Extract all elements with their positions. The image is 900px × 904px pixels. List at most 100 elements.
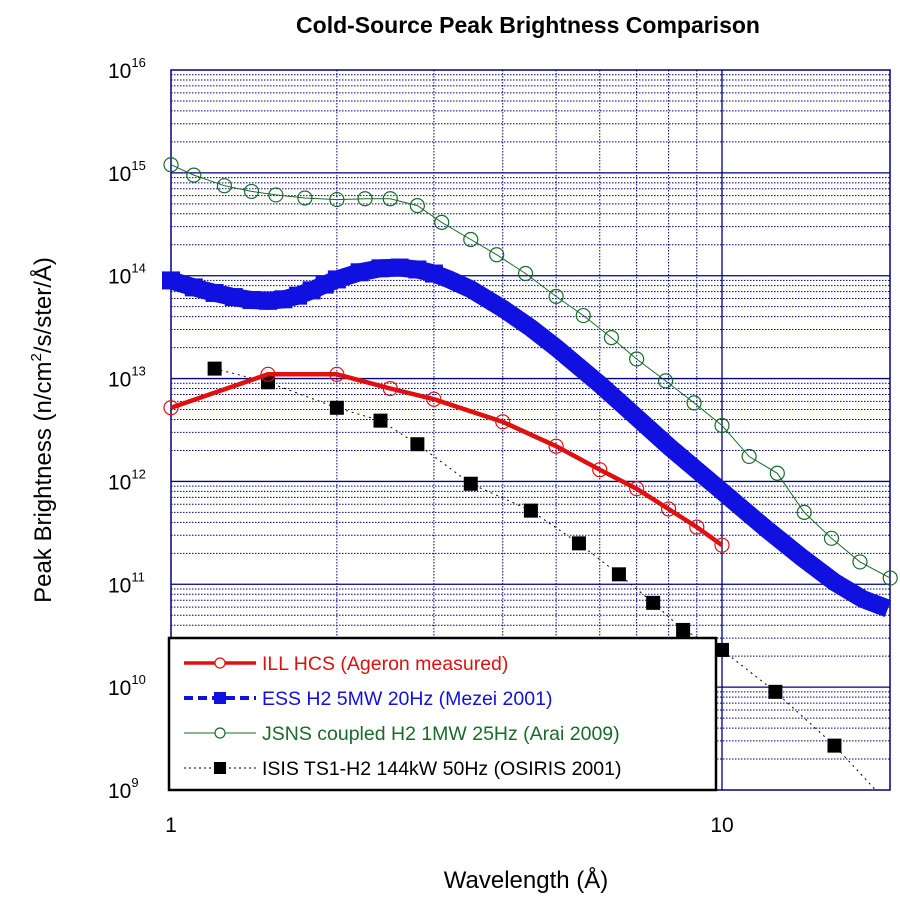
data-point <box>768 684 783 699</box>
data-point <box>205 283 224 302</box>
data-point <box>517 265 534 282</box>
data-point <box>409 198 425 214</box>
data-point <box>523 503 538 518</box>
y-tick-label: 1012 <box>108 466 146 494</box>
data-point <box>242 291 261 310</box>
data-point <box>329 400 344 415</box>
y-tick-exponent: 9 <box>131 775 138 790</box>
data-point <box>592 462 608 478</box>
series-line <box>168 258 892 618</box>
data-point <box>548 438 564 454</box>
series-1 <box>162 258 892 618</box>
data-point <box>329 191 345 208</box>
data-point <box>686 395 702 411</box>
y-axis-label-superscript: 2 <box>28 353 45 361</box>
y-tick-label: 1013 <box>108 364 146 392</box>
data-point <box>463 231 479 248</box>
series-0 <box>163 366 730 553</box>
data-point <box>410 437 425 452</box>
y-axis-label: Peak Brightness (n/cm2/s/ster/Å) <box>28 257 57 603</box>
series-2 <box>163 157 898 586</box>
y-tick-base: 10 <box>108 163 131 186</box>
y-tick-base: 10 <box>108 677 131 700</box>
data-point <box>489 247 505 263</box>
y-tick-label: 1015 <box>108 158 146 186</box>
y-tick-base: 10 <box>108 574 131 597</box>
data-point <box>646 595 661 610</box>
legend-box <box>167 636 718 792</box>
data-point <box>603 330 620 346</box>
legend-label: ESS H2 5MW 20Hz (Mezei 2001) <box>262 688 552 710</box>
y-tick-label: 109 <box>108 775 139 803</box>
y-tick-base: 10 <box>108 369 131 392</box>
y-tick-base: 10 <box>108 266 131 289</box>
data-point <box>327 270 346 289</box>
x-tick-label: 10 <box>710 814 733 837</box>
y-tick-label: 1010 <box>108 672 146 700</box>
data-point <box>426 391 442 407</box>
legend-marker <box>214 727 226 739</box>
data-point <box>288 286 307 305</box>
data-point <box>882 570 898 586</box>
data-point <box>463 476 478 491</box>
data-point <box>796 504 812 520</box>
y-tick-base: 10 <box>108 780 131 803</box>
data-point <box>259 291 278 310</box>
y-tick-exponent: 11 <box>131 569 145 584</box>
y-tick-exponent: 16 <box>131 55 145 70</box>
y-tick-base: 10 <box>108 60 131 83</box>
series-line <box>170 164 891 579</box>
data-point <box>373 413 388 428</box>
x-axis-label: Wavelength (Å) <box>444 866 609 894</box>
data-point <box>689 519 705 535</box>
data-point <box>207 361 222 376</box>
y-tick-exponent: 14 <box>131 261 145 276</box>
data-point <box>629 351 645 367</box>
data-point <box>184 278 203 297</box>
data-point <box>408 260 427 279</box>
data-point <box>676 622 691 637</box>
legend-item: ISIS TS1-H2 144kW 50Hz (OSIRIS 2001) <box>184 758 621 780</box>
data-point <box>611 567 626 582</box>
y-tick-label: 1014 <box>108 261 146 289</box>
y-tick-exponent: 12 <box>131 466 145 481</box>
data-point <box>434 214 450 230</box>
legend-label: ILL HCS (Ageron measured) <box>262 653 508 675</box>
data-point <box>852 554 868 570</box>
data-point <box>548 288 564 304</box>
data-point <box>274 290 293 309</box>
data-point <box>371 259 390 278</box>
data-point <box>163 400 179 416</box>
x-axis-ticks: 1 10 <box>165 814 734 837</box>
data-point <box>741 448 757 465</box>
legend-marker <box>214 762 226 774</box>
y-tick-label: 1011 <box>108 569 145 597</box>
data-point <box>629 481 645 497</box>
data-point <box>297 190 313 206</box>
data-point <box>769 465 785 481</box>
data-point <box>575 307 591 324</box>
data-point <box>357 191 373 207</box>
y-tick-label: 1016 <box>108 55 146 83</box>
y-tick-exponent: 13 <box>131 364 145 379</box>
series-line <box>170 372 724 548</box>
data-point <box>571 536 586 551</box>
series-layer <box>162 157 898 791</box>
data-point <box>827 738 842 753</box>
data-point <box>823 530 840 546</box>
legend-item: ILL HCS (Ageron measured) <box>184 653 508 675</box>
data-point <box>163 157 179 173</box>
data-point <box>661 501 677 517</box>
data-point <box>390 258 409 277</box>
data-point <box>495 414 511 430</box>
series-3 <box>207 361 876 791</box>
y-axis-label-prefix: Peak Brightness (n/cm <box>30 361 57 602</box>
data-point <box>382 380 398 397</box>
data-point <box>382 191 398 207</box>
y-tick-exponent: 15 <box>131 158 145 173</box>
data-point <box>657 373 674 389</box>
data-point <box>424 264 443 283</box>
chart-title: Cold-Source Peak Brightness Comparison <box>296 12 760 38</box>
